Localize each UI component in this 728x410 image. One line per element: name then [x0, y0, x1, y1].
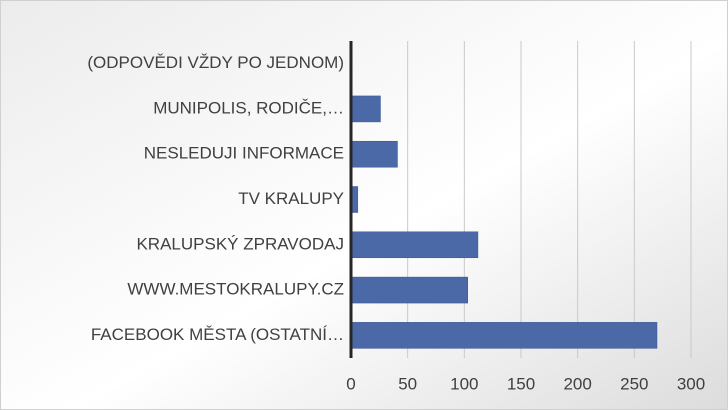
x-tick-label: 100	[450, 374, 478, 393]
x-tick-label: 200	[563, 374, 591, 393]
x-tick-label: 250	[620, 374, 648, 393]
x-tick-label: 300	[677, 374, 705, 393]
x-tick-label: 0	[346, 374, 355, 393]
y-tick-label: MUNIPOLIS, RODIČE,…	[153, 98, 344, 117]
bar	[350, 231, 479, 259]
y-tick-label: (ODPOVĚDI VŽDY PO JEDNOM)	[87, 53, 344, 72]
bar	[350, 276, 468, 304]
y-tick-label: KRALUPSKÝ ZPRAVODAJ	[136, 234, 344, 253]
y-tick-label: WWW.MESTOKRALUPY.CZ	[127, 280, 344, 299]
bar	[350, 95, 381, 123]
y-tick-label: TV KRALUPY	[238, 189, 344, 208]
y-tick-label: FACEBOOK MĚSTA (OSTATNÍ…	[91, 325, 344, 344]
bar	[350, 322, 658, 349]
y-tick-label: NESLEDUJI INFORMACE	[144, 144, 344, 163]
x-tick-label: 50	[398, 374, 417, 393]
bar	[350, 140, 398, 168]
x-tick-label: 150	[507, 374, 535, 393]
